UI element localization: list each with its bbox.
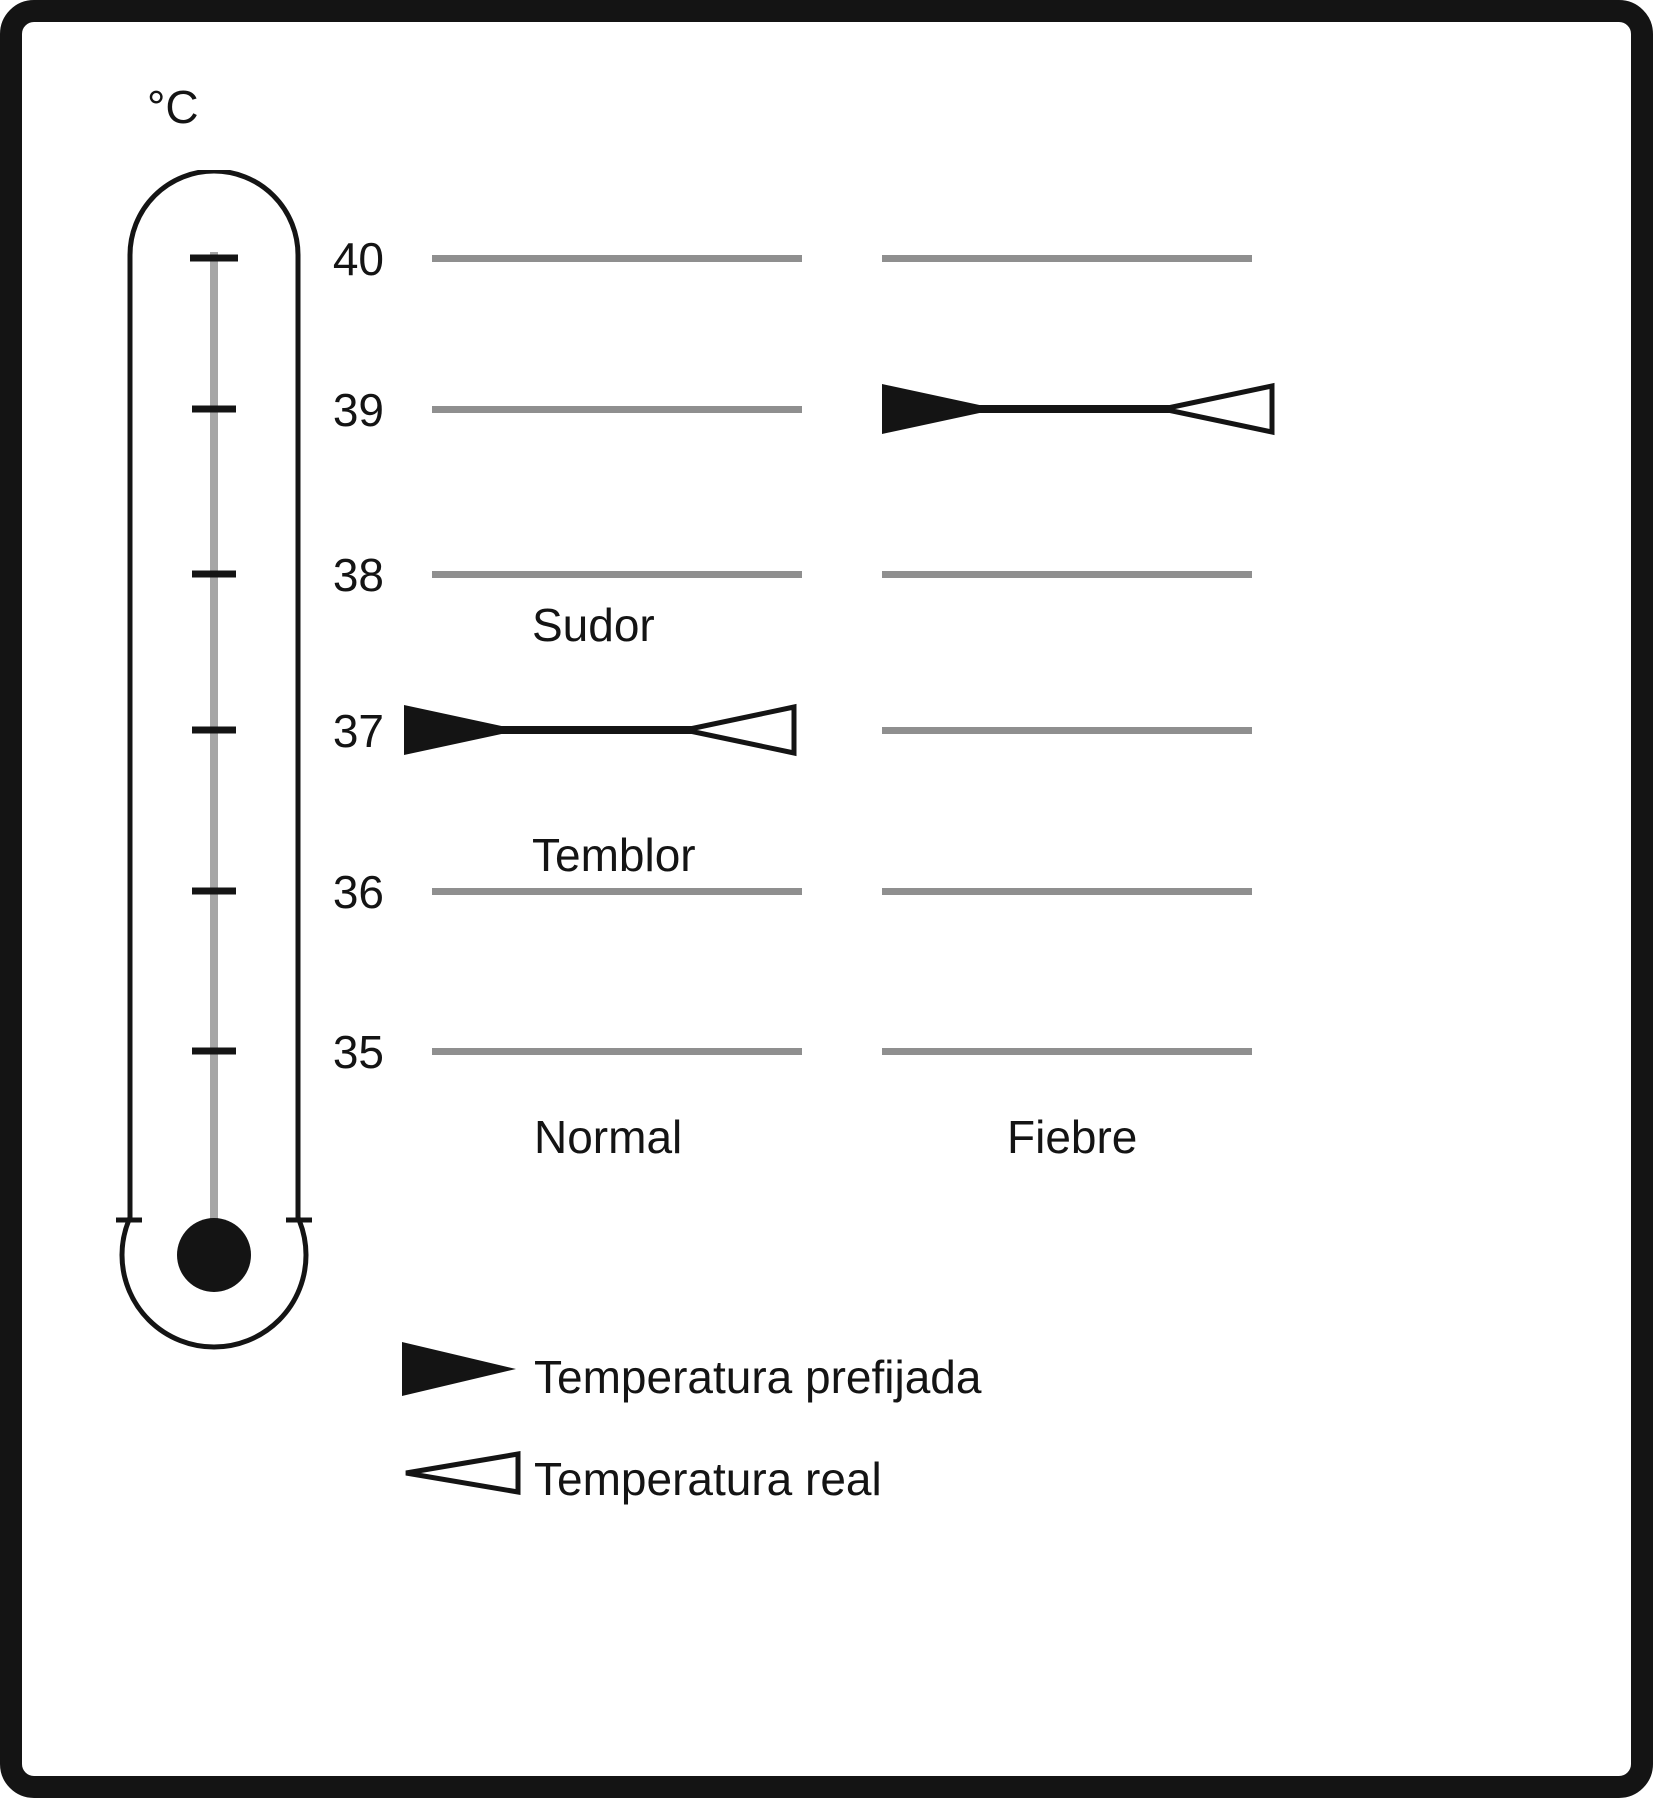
gridline-normal-38 xyxy=(432,571,802,578)
legend-real-temperature-arrow-icon xyxy=(405,1451,521,1495)
scale-label-36: 36 xyxy=(332,866,384,918)
gridline-fiebre-38 xyxy=(882,571,1252,578)
legend-preset-temperature-label: Temperatura prefijada xyxy=(534,1351,982,1403)
gridline-fiebre-37 xyxy=(882,727,1252,734)
thermometer-mercury-bulb xyxy=(177,1218,251,1292)
preset-temperature-arrow-icon xyxy=(404,705,520,755)
scale-label-39: 39 xyxy=(332,384,384,436)
temperature-marker-fiebre-39 xyxy=(882,382,1275,436)
temperature-marker-normal-37 xyxy=(404,703,797,757)
legend-preset-temperature-arrow-icon xyxy=(402,1342,516,1396)
gridline-normal-40 xyxy=(432,255,802,262)
preset-temperature-arrow-icon xyxy=(882,384,998,434)
scale-label-35: 35 xyxy=(332,1026,384,1078)
unit-label: °C xyxy=(147,81,199,133)
gridline-normal-39 xyxy=(432,406,802,413)
gridline-fiebre-35 xyxy=(882,1048,1252,1055)
gridline-normal-36 xyxy=(432,888,802,895)
annotation-temblor: Temblor xyxy=(532,829,696,881)
thermometer-capillary xyxy=(210,252,218,1255)
annotation-sudor: Sudor xyxy=(532,599,655,651)
thermometer-icon xyxy=(116,170,312,1350)
legend-real-temperature-label: Temperatura real xyxy=(534,1453,882,1505)
gridline-fiebre-36 xyxy=(882,888,1252,895)
real-temperature-arrow-icon xyxy=(684,703,797,757)
thermometer-tick-marks xyxy=(190,254,238,1055)
gridline-normal-35 xyxy=(432,1048,802,1055)
scale-label-37: 37 xyxy=(332,705,384,757)
column-label-fiebre: Fiebre xyxy=(1007,1111,1138,1163)
gridline-fiebre-40 xyxy=(882,255,1252,262)
column-label-normal: Normal xyxy=(534,1111,683,1163)
real-temperature-arrow-icon xyxy=(1162,382,1275,436)
scale-label-38: 38 xyxy=(332,549,384,601)
scale-label-40: 40 xyxy=(332,233,384,285)
thermometer-tube-outline xyxy=(127,170,301,1220)
